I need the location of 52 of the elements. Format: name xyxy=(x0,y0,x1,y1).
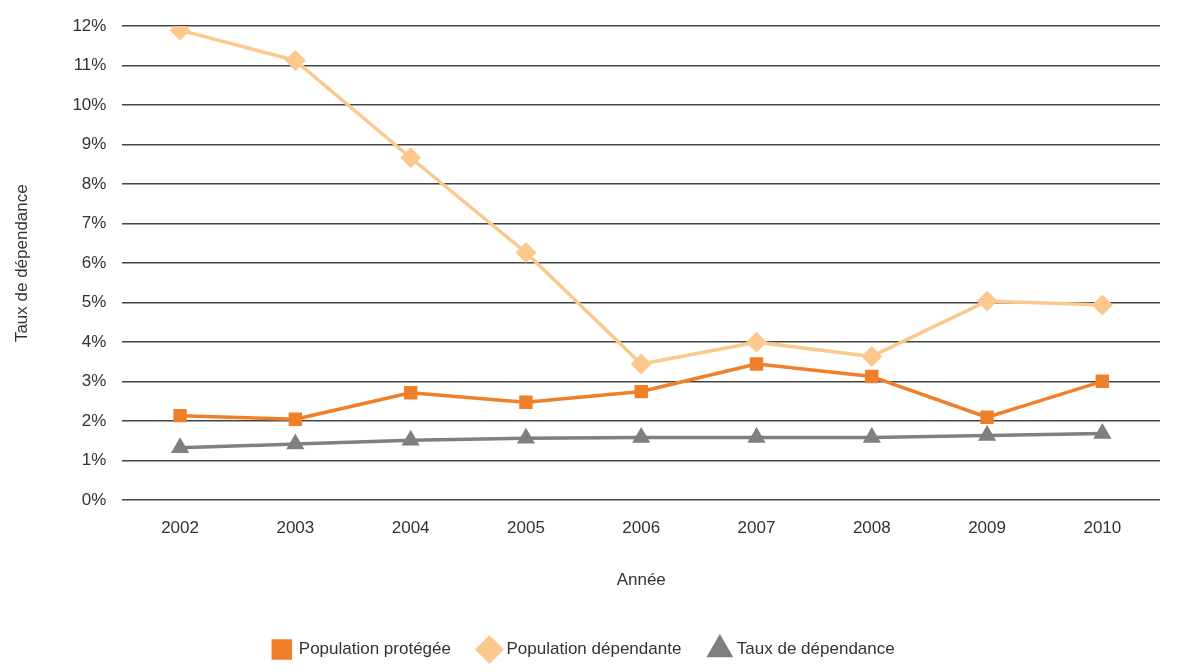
x-tick-label: 2009 xyxy=(968,518,1006,538)
y-tick-label: 7% xyxy=(81,213,107,233)
legend-label: Population dépendante xyxy=(506,639,682,659)
point xyxy=(516,242,536,263)
x-tick-label: 2003 xyxy=(276,518,315,538)
point xyxy=(977,291,997,311)
point xyxy=(862,346,882,367)
legend-label: Population protégée xyxy=(298,639,451,659)
x-tick-label: 2006 xyxy=(622,518,661,538)
x-tick-label: 2008 xyxy=(852,518,891,538)
y-tick-label: 12% xyxy=(72,15,107,35)
point xyxy=(400,147,421,168)
point xyxy=(746,332,767,352)
y-axis-title: Taux de dépendance xyxy=(11,184,31,343)
point xyxy=(519,395,533,409)
point xyxy=(402,431,419,446)
y-tick-label: 0% xyxy=(81,489,107,509)
point xyxy=(172,438,188,453)
y-tick-label: 3% xyxy=(81,371,107,391)
x-tick-label: 2007 xyxy=(737,518,776,538)
point xyxy=(748,428,765,443)
legend-label: Taux de dépendance xyxy=(736,639,895,659)
x-tick-label: 2002 xyxy=(161,518,199,538)
y-tick-label: 6% xyxy=(81,252,107,272)
y-tick-label: 10% xyxy=(72,94,107,114)
point xyxy=(173,408,187,423)
point xyxy=(979,426,995,441)
point xyxy=(1095,374,1110,389)
x-axis-title: Année xyxy=(616,570,666,590)
point xyxy=(288,412,303,426)
y-tick-label: 2% xyxy=(81,410,107,430)
x-tick-label: 2010 xyxy=(1083,518,1122,538)
point xyxy=(863,428,880,443)
point xyxy=(287,435,304,450)
x-tick-label: 2005 xyxy=(507,518,545,538)
point xyxy=(631,354,651,374)
point xyxy=(518,429,534,444)
point xyxy=(749,357,764,371)
y-tick-label: 8% xyxy=(81,173,107,193)
x-tick-label: 2004 xyxy=(391,518,430,538)
point xyxy=(403,386,418,400)
y-tick-label: 9% xyxy=(81,134,107,154)
y-tick-label: 4% xyxy=(81,331,107,351)
point xyxy=(865,369,879,384)
y-tick-label: 5% xyxy=(81,292,107,312)
point xyxy=(633,428,650,443)
point xyxy=(634,384,648,399)
point xyxy=(1094,424,1111,439)
y-tick-label: 1% xyxy=(81,450,107,470)
point xyxy=(1092,295,1113,315)
point xyxy=(980,410,994,424)
y-tick-label: 11% xyxy=(73,55,107,75)
